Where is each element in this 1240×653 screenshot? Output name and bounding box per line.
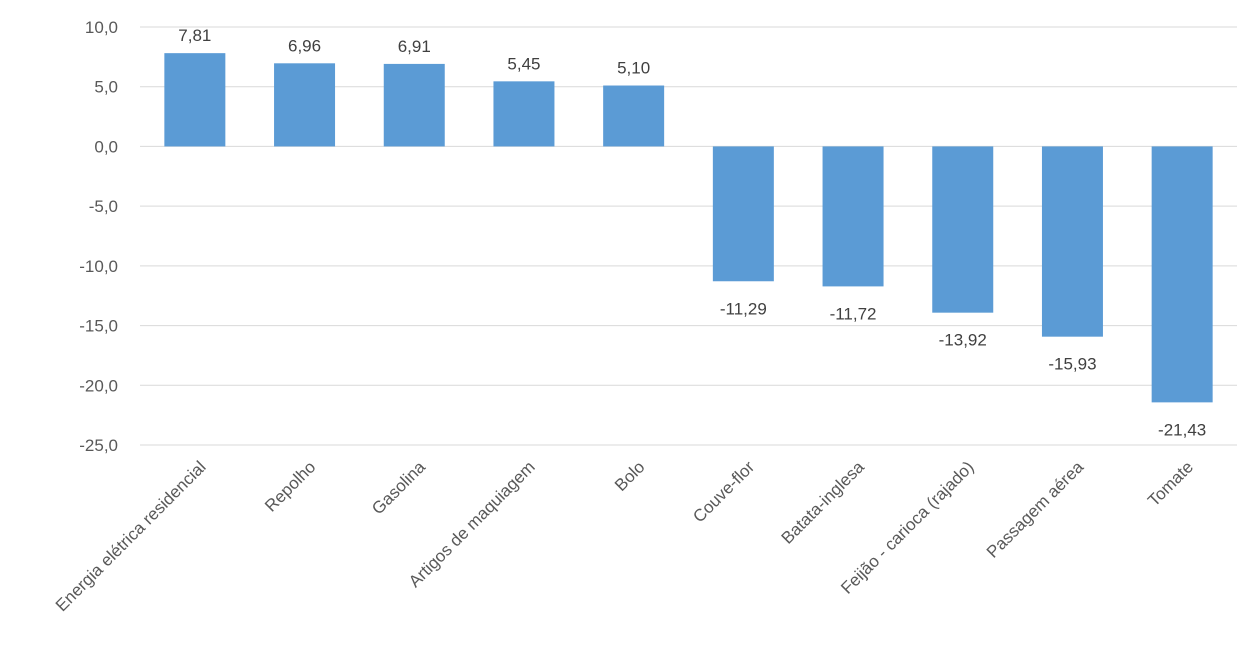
bars bbox=[164, 53, 1213, 403]
category-label: Artigos de maquiagem bbox=[405, 457, 539, 591]
data-labels: 7,81 6,96 6,91 5,45 5,10 -11,29 -11,72 -13,92 -1… bbox=[178, 26, 1206, 439]
y-tick-label: -15,0 bbox=[79, 317, 118, 336]
data-label: -21,43 bbox=[1158, 420, 1206, 439]
bar bbox=[383, 63, 445, 147]
data-label: -13,92 bbox=[939, 331, 987, 350]
y-tick-label: 10,0 bbox=[85, 18, 118, 37]
y-tick-label: 0,0 bbox=[94, 137, 118, 156]
category-label: Energia elétrica residencial bbox=[52, 457, 210, 615]
bar bbox=[932, 146, 994, 313]
bar bbox=[603, 85, 665, 147]
category-label: Passagem aérea bbox=[983, 457, 1088, 562]
y-tick-label: -20,0 bbox=[79, 376, 118, 395]
category-label: Repolho bbox=[261, 457, 319, 515]
bar bbox=[712, 146, 774, 282]
data-label: -11,29 bbox=[720, 299, 767, 318]
category-label: Couve-flor bbox=[689, 457, 758, 526]
y-axis-tick-labels: 10,0 5,0 0,0 -5,0 -10,0 -15,0 -20,0 -25,0 bbox=[79, 18, 118, 455]
category-label: Batata-inglesa bbox=[778, 457, 869, 548]
y-tick-label: 5,0 bbox=[94, 78, 118, 97]
data-label: -11,72 bbox=[830, 304, 877, 323]
data-label: 5,45 bbox=[507, 54, 540, 73]
category-label: Bolo bbox=[611, 457, 648, 494]
data-label: 6,91 bbox=[398, 37, 431, 56]
x-axis-category-labels: Energia elétrica residencial Repolho Gasol… bbox=[52, 457, 1197, 615]
bar bbox=[274, 63, 336, 147]
bar bbox=[493, 81, 555, 147]
bar bbox=[1041, 146, 1103, 337]
category-label: Gasolina bbox=[368, 457, 429, 518]
bar bbox=[164, 53, 226, 147]
y-tick-label: -5,0 bbox=[89, 197, 118, 216]
bar bbox=[1151, 146, 1213, 403]
data-label: -15,93 bbox=[1048, 355, 1096, 374]
category-label: Tomate bbox=[1144, 457, 1197, 510]
y-tick-label: -25,0 bbox=[79, 436, 118, 455]
data-label: 5,10 bbox=[617, 59, 650, 78]
data-label: 6,96 bbox=[288, 36, 321, 55]
y-tick-label: -10,0 bbox=[79, 257, 118, 276]
bar bbox=[822, 146, 884, 287]
data-label: 7,81 bbox=[178, 26, 211, 45]
